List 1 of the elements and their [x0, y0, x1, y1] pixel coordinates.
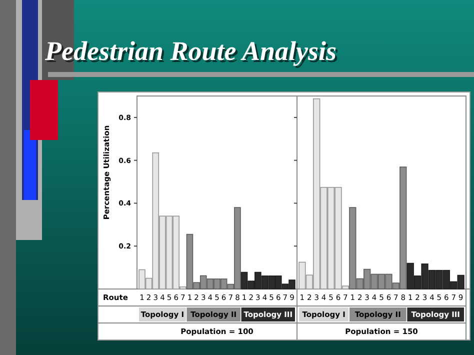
chart-title: Pedestrian Route Analysis: [46, 38, 339, 68]
